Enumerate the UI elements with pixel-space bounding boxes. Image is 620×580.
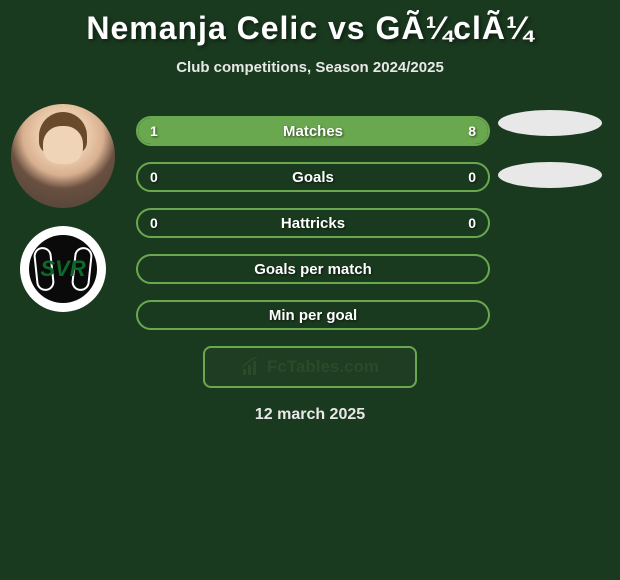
stat-label: Goals [292,169,334,186]
stat-right-value: 0 [468,169,476,185]
stat-label: Min per goal [269,307,357,324]
stat-left-value: 1 [150,123,158,139]
player-oval-placeholder [498,162,602,188]
stat-row: 0 Goals 0 [136,162,490,192]
stat-label: Hattricks [281,215,345,232]
page-title: Nemanja Celic vs GÃ¼clÃ¼ [0,0,620,47]
bar-chart-icon [241,357,261,377]
stat-right-value: 8 [468,123,476,139]
stat-row: 1 Matches 8 [136,116,490,146]
club-badge-text: SVR [40,256,85,282]
stat-row: Goals per match [136,254,490,284]
player-photo [11,104,115,208]
stat-row: 0 Hattricks 0 [136,208,490,238]
right-column [498,110,608,214]
stat-row: Min per goal [136,300,490,330]
stat-left-value: 0 [150,169,158,185]
stat-label: Matches [283,123,343,140]
stat-rows: 1 Matches 8 0 Goals 0 0 Hattricks 0 Goals per mat… [136,116,490,330]
footer-brand-text: FcTables.com [267,357,379,377]
comparison-content: SVR 1 Matches 8 0 Goals 0 0 Hattricks 0 Goals per… [0,116,620,424]
stat-right-value: 0 [468,215,476,231]
stat-label: Goals per match [254,261,372,278]
date-text: 12 march 2025 [10,406,610,424]
fctables-logo: FcTables.com [203,346,417,388]
page-subtitle: Club competitions, Season 2024/2025 [0,59,620,76]
club-badge-inner: SVR [29,235,97,303]
club-badge: SVR [20,226,106,312]
left-column: SVR [8,104,118,312]
player-oval-placeholder [498,110,602,136]
stat-left-value: 0 [150,215,158,231]
